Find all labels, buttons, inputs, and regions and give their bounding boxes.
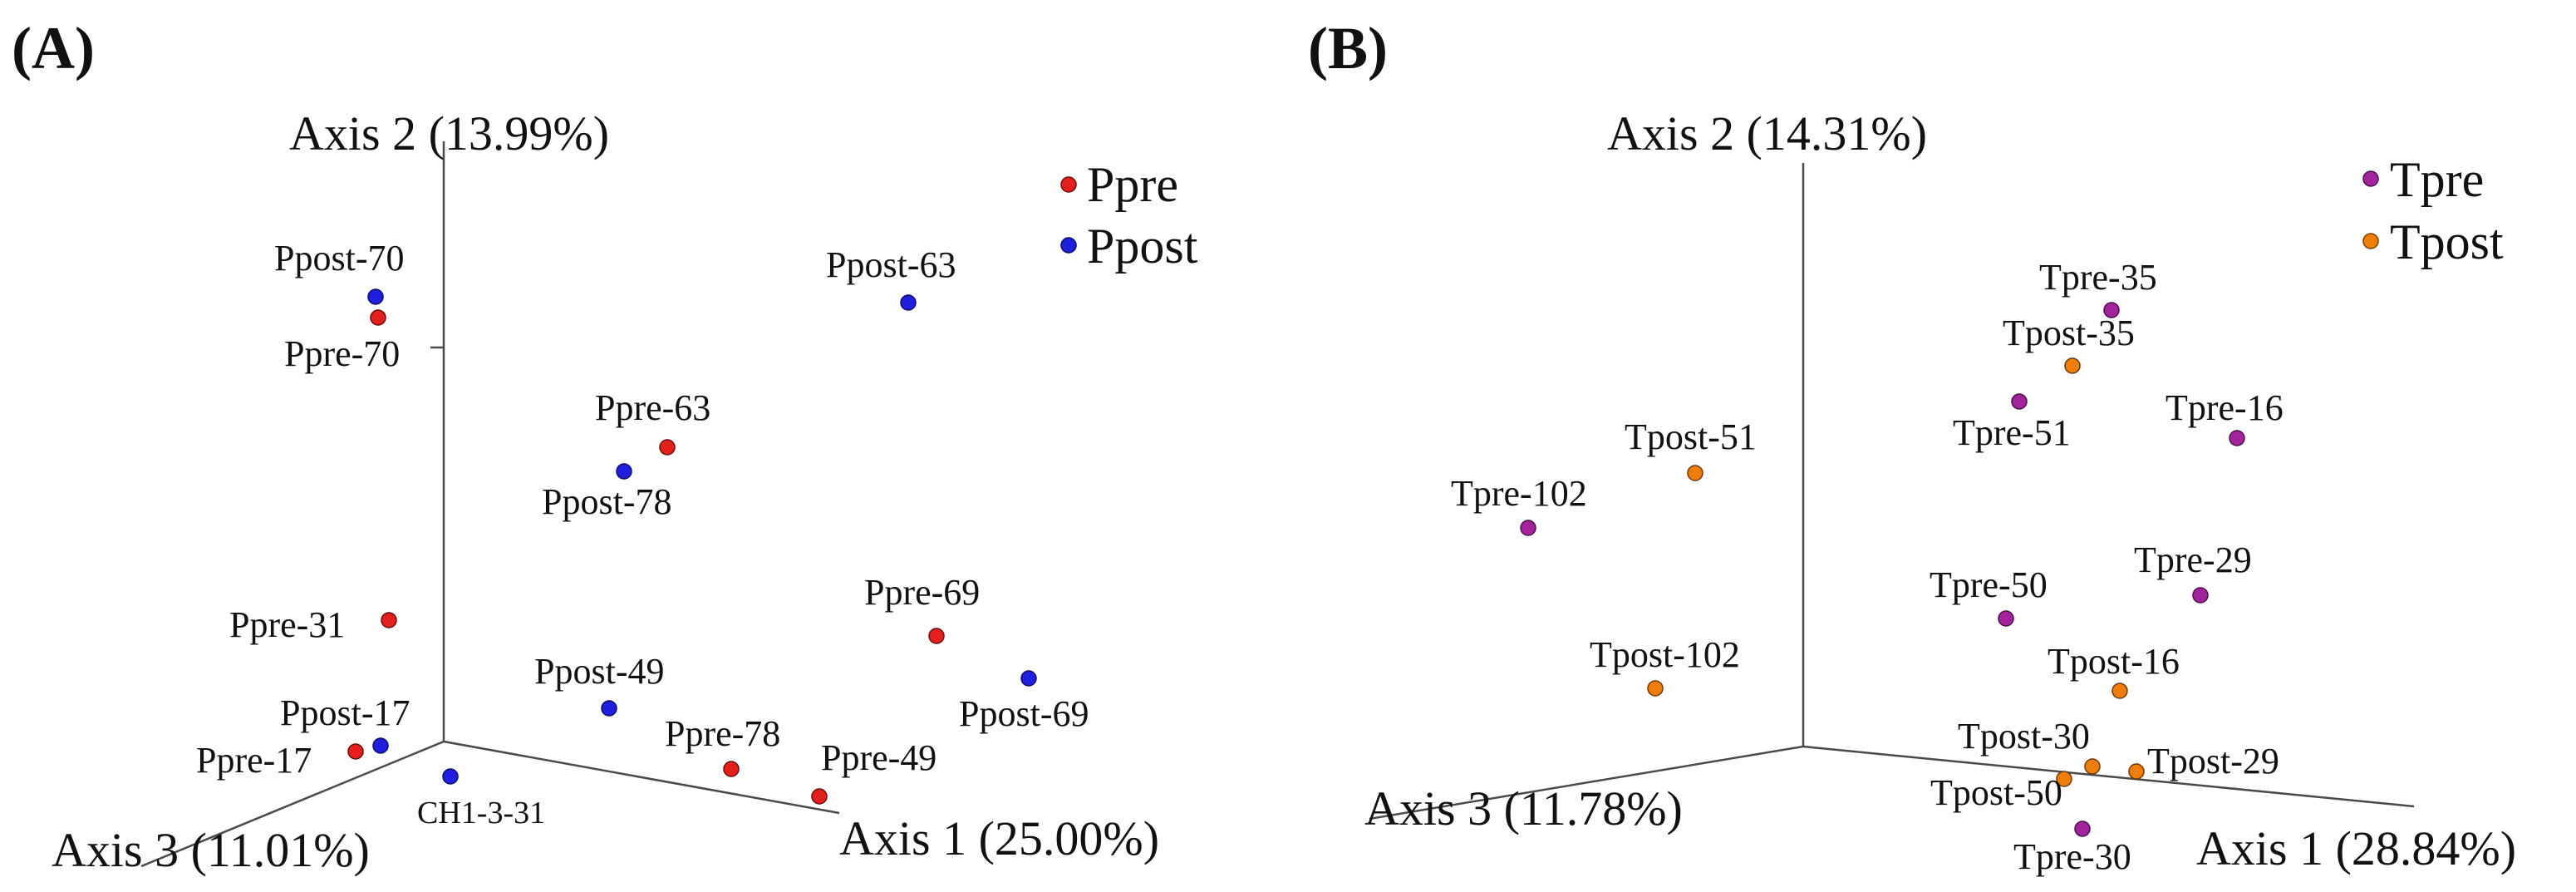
legend-label-tpre: Tpre [2390, 152, 2484, 207]
data-point-tpre-30 [2074, 821, 2091, 837]
data-point-tpre-51 [2011, 393, 2028, 410]
point-label-tpre-50: Tpre-50 [1930, 564, 2048, 605]
data-point-tpost-29 [2128, 763, 2145, 780]
legend-label-tpost: Tpost [2390, 214, 2504, 269]
point-label-tpost-51: Tpost-51 [1625, 416, 1757, 457]
point-label-ppost-49: Ppost-49 [534, 651, 664, 692]
point-label-tpost-16: Tpost-16 [2048, 641, 2180, 682]
data-point-tpre-16 [2229, 430, 2245, 446]
data-point-tpost-102 [1647, 680, 1664, 697]
data-point-tpost-51 [1687, 465, 1703, 481]
legend-label-ppost: Ppost [1087, 219, 1198, 274]
panel-b-label: (B) [1308, 15, 1388, 81]
data-point-ppost-69 [1020, 670, 1037, 687]
data-point-tpre-102 [1520, 520, 1536, 536]
legend-marker-ppost [1060, 237, 1077, 254]
point-label-tpre-35: Tpre-35 [2039, 257, 2157, 298]
data-point-ppost-70 [367, 288, 384, 305]
panel-b-legend: Tpre Tpost [2362, 152, 2504, 269]
point-label-tpre-51: Tpre-51 [1953, 412, 2071, 453]
data-point-ppost-49 [601, 700, 617, 717]
panel-b-axis-3-line [1369, 745, 1804, 821]
point-label-tpost-29: Tpost-29 [2147, 741, 2279, 781]
panel-a-axis-3-title: Axis 3 (11.01%) [52, 823, 370, 877]
data-point-ppost-63 [900, 294, 917, 311]
data-point-tpost-16 [2111, 683, 2128, 699]
panel-a-legend: Ppre Ppost [1060, 157, 1198, 274]
data-point-ppre-78 [723, 761, 740, 777]
panel-a-label: (A) [12, 15, 95, 81]
legend-marker-ppre [1060, 176, 1077, 193]
point-label-tpost-50: Tpost-50 [1930, 772, 2062, 813]
data-point-ppost-17 [372, 737, 389, 754]
point-label-ppost-17: Ppost-17 [280, 692, 410, 733]
data-point-ppost-78 [616, 463, 632, 480]
data-point-ppre-49 [811, 788, 828, 805]
point-label-ch1-3-31: CH1-3-31 [417, 796, 545, 830]
legend-label-ppre: Ppre [1087, 157, 1178, 212]
panel-b-chart: (B) Axis 2 (14.31%) Axis 1 (28.84%) Axis… [1308, 15, 2516, 877]
point-label-ppre-31: Ppre-31 [229, 604, 345, 645]
point-label-tpre-102: Tpre-102 [1451, 473, 1587, 514]
point-label-ppost-78: Ppost-78 [542, 481, 671, 522]
legend-marker-tpost [2362, 233, 2379, 249]
data-point-tpre-50 [1998, 610, 2014, 627]
data-point-ppre-17 [347, 743, 364, 760]
data-point-ppre-69 [928, 628, 945, 644]
panel-a-chart: (A) Axis 2 (13.99%) Axis 1 (25.00%) Axis… [12, 15, 1198, 877]
point-label-tpre-29: Tpre-29 [2134, 540, 2252, 580]
legend-marker-tpre [2362, 170, 2379, 187]
data-point-ppre-70 [370, 309, 386, 326]
panel-a-axis-2-title: Axis 2 (13.99%) [289, 106, 609, 160]
point-label-tpost-35: Tpost-35 [2003, 313, 2135, 353]
panel-a-axis-1-title: Axis 1 (25.00%) [839, 811, 1159, 865]
point-label-ppre-63: Ppre-63 [595, 387, 710, 428]
panel-a-axis-1-line [443, 740, 840, 815]
point-label-ppost-63: Ppost-63 [826, 244, 956, 285]
point-label-tpre-16: Tpre-16 [2166, 387, 2283, 428]
point-label-ppre-78: Ppre-78 [665, 713, 780, 754]
data-point-tpre-29 [2192, 587, 2209, 604]
data-point-tpost-50 [2056, 771, 2072, 787]
data-point-tpost-30 [2084, 758, 2101, 775]
panel-b-points: Tpre-35 Tpost-35 Tpre-51 Tpre-16 Tpost-51 Tpr… [1451, 257, 2283, 877]
data-point-tpost-35 [2064, 357, 2081, 374]
point-label-ppost-70: Ppost-70 [274, 238, 404, 278]
point-label-ppost-69: Ppost-69 [959, 693, 1089, 734]
data-point-tpre-35 [2103, 302, 2120, 318]
panel-a-points: Ppost-70 Ppre-70 Ppost-63 Ppre-63 Ppost-78 Pp… [196, 238, 1089, 830]
point-label-ppre-69: Ppre-69 [864, 572, 980, 613]
panel-b-axis-1-line [1802, 745, 2415, 808]
data-point-ch1-3-31 [442, 768, 459, 785]
point-label-tpre-30: Tpre-30 [2013, 836, 2131, 877]
data-point-ppre-63 [659, 439, 676, 456]
panel-b-axis-3-title: Axis 3 (11.78%) [1364, 781, 1683, 835]
panel-b-axis-2-title: Axis 2 (14.31%) [1607, 106, 1927, 160]
point-label-tpost-102: Tpost-102 [1590, 634, 1740, 675]
point-label-tpost-30: Tpost-30 [1958, 716, 2090, 756]
point-label-ppre-17: Ppre-17 [196, 740, 312, 781]
data-point-ppre-31 [381, 612, 397, 628]
point-label-ppre-70: Ppre-70 [284, 333, 400, 374]
panel-b-axis-1-title: Axis 1 (28.84%) [2196, 821, 2516, 875]
point-label-ppre-49: Ppre-49 [821, 737, 937, 778]
panel-a-axis-3-line [140, 740, 445, 868]
